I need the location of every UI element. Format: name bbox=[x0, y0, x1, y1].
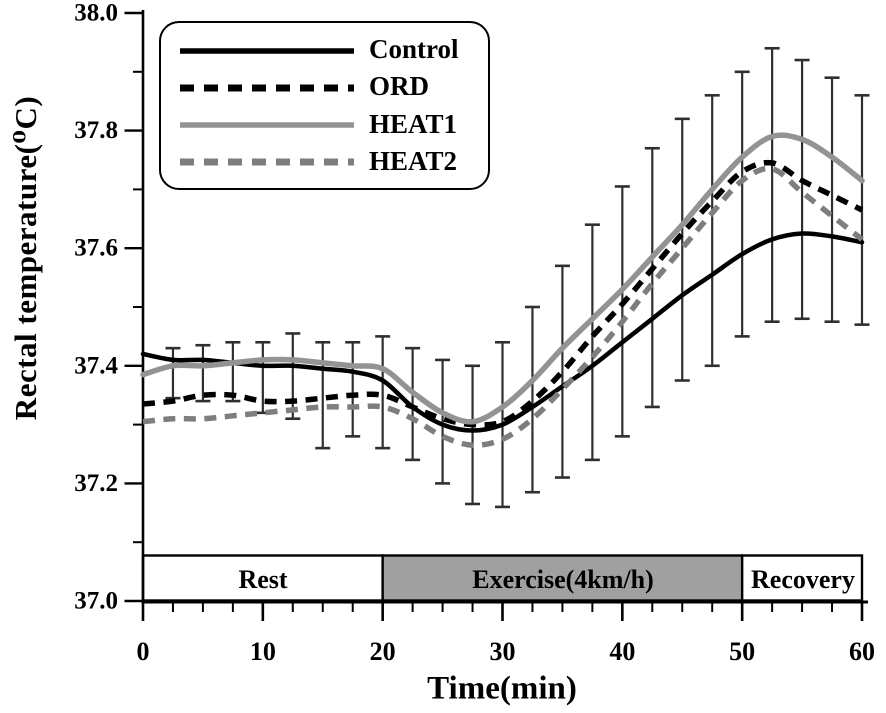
legend-box: Control ORD HEAT1 HEAT2 bbox=[159, 21, 490, 190]
x-tick-label: 0 bbox=[137, 637, 150, 666]
x-axis-ticks: 0 10 20 30 40 50 60 bbox=[137, 602, 875, 666]
legend-label-heat1: HEAT1 bbox=[369, 108, 458, 139]
legend-line-sample-control bbox=[177, 44, 357, 56]
legend-line-sample-heat2 bbox=[177, 155, 357, 167]
error-bars bbox=[165, 46, 870, 509]
y-tick-label: 37.6 bbox=[74, 235, 118, 262]
phase-label-exercise: Exercise(4km/h) bbox=[472, 565, 654, 594]
phase-label-recovery: Recovery bbox=[751, 565, 855, 594]
legend-line-sample-heat1 bbox=[177, 118, 357, 130]
series-heat2-line bbox=[142, 165, 864, 449]
legend-sample-svg bbox=[180, 47, 354, 54]
legend-entry-heat1: HEAT1 bbox=[177, 109, 478, 140]
legend-sample-svg bbox=[180, 158, 354, 166]
x-tick-label: 30 bbox=[490, 637, 516, 666]
y-tick-label: 38.0 bbox=[74, 0, 118, 27]
legend-label-control: Control bbox=[369, 34, 459, 65]
legend-label-ord: ORD bbox=[369, 71, 429, 102]
y-axis-ticks: 37.0 37.2 37.4 37.6 37.8 38.0 bbox=[74, 0, 143, 615]
series-lines bbox=[140, 132, 865, 449]
legend-label-heat2: HEAT2 bbox=[369, 145, 458, 176]
x-tick-label: 50 bbox=[729, 637, 755, 666]
series-heat1-line bbox=[140, 132, 865, 425]
y-tick-label: 37.4 bbox=[74, 352, 118, 379]
phase-bands bbox=[141, 554, 864, 602]
legend-sample-svg bbox=[180, 84, 354, 92]
x-tick-label: 60 bbox=[849, 637, 875, 666]
y-tick-label: 37.2 bbox=[74, 470, 118, 497]
series-control-line bbox=[140, 231, 865, 433]
x-tick-label: 40 bbox=[609, 637, 635, 666]
x-tick-label: 20 bbox=[370, 637, 396, 666]
x-axis-title: Time(min) bbox=[427, 670, 577, 707]
phase-band-rect-1 bbox=[381, 554, 744, 602]
y-tick-label: 37.8 bbox=[74, 117, 118, 144]
legend-sample-svg bbox=[180, 122, 354, 128]
legend-line-sample-ord bbox=[177, 81, 357, 93]
x-tick-label: 10 bbox=[250, 637, 276, 666]
phase-label-rest: Rest bbox=[238, 565, 288, 594]
legend-entry-control: Control bbox=[177, 34, 478, 65]
legend-entry-heat2: HEAT2 bbox=[177, 146, 478, 177]
y-axis-title: Rectal temperature(⁰C) bbox=[8, 95, 43, 421]
legend-entry-ord: ORD bbox=[177, 71, 478, 102]
y-tick-label: 37.0 bbox=[74, 588, 118, 615]
